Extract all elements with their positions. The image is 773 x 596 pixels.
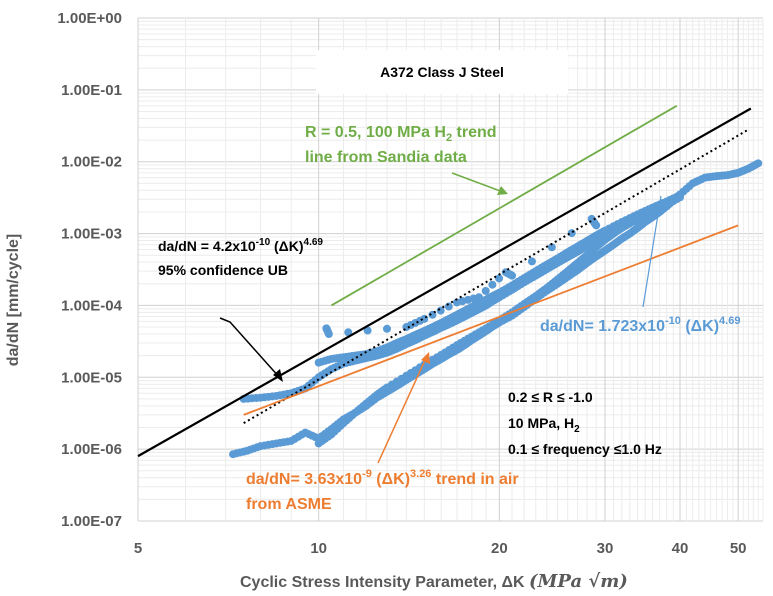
x-tick-label: 5 [134,540,142,557]
data-point [382,324,391,333]
asme-equation-label: da/dN= 3.63x10-9 (ΔK)3.26 trend in air [246,468,519,488]
asme-arrow [377,357,427,464]
ub-arrowhead [273,369,283,382]
x-tick-label: 30 [597,540,614,557]
x-tick-labels: 5 10 20 30 40 50 [134,540,747,557]
data-point [592,221,601,230]
trend-line [330,105,678,307]
y-tick-label: 1.00E+00 [57,10,122,27]
x-tick-label: 50 [730,540,747,557]
data-point [344,328,353,337]
data-points [229,159,763,459]
data-point [363,326,372,335]
data-point [324,330,333,339]
asme-trend-label-2: from ASME [246,496,332,513]
data-point [444,302,453,311]
y-tick-label: 1.00E-05 [61,369,122,386]
data-point [754,159,763,168]
y-axis-label: da/dN [mm/cycle] [5,234,22,366]
sandia-trend-label-2: line from Sandia data [305,149,467,166]
title-box [316,50,568,94]
x-axis-label: Cyclic Stress Intensity Parameter, ΔK (M… [240,571,628,592]
x-tick-label: 10 [310,540,327,557]
data-point [675,191,684,200]
data-point [475,293,484,302]
y-tick-label: 1.00E-04 [61,297,123,314]
y-tick-label: 1.00E-06 [61,441,122,458]
sandia-arrow [451,172,504,193]
y-tick-label: 1.00E-03 [61,226,122,243]
y-tick-label: 1.00E-01 [61,82,122,99]
ub-equation-label: da/dN = 4.2x10-10 (ΔK)4.69 [158,237,323,254]
ub-confidence-label: 95% confidence UB [158,262,288,278]
chart-title: A372 Class J Steel [380,64,504,80]
trend-line [243,224,739,416]
conditions-pressure: 10 MPa, H2 [508,415,580,435]
trend-line [137,107,752,458]
data-point [495,274,504,283]
data-point [508,271,517,280]
data-point [481,286,490,295]
y-tick-labels: 1.00E+00 1.00E-01 1.00E-02 1.00E-03 1.00E-04… [57,10,122,530]
conditions-frequency: 0.1 ≤ frequency ≤1.0 Hz [508,441,662,457]
trend-lines [137,105,752,458]
fit-equation-label: da/dN= 1.723x10-10 (ΔK)4.69 [540,315,740,335]
ub-arrow [219,317,281,379]
data-point [527,257,536,266]
sandia-arrowhead [497,186,508,195]
x-tick-label: 40 [672,540,689,557]
x-tick-label: 20 [491,540,508,557]
fit-arrow [642,195,662,308]
asme-arrowhead [421,352,430,364]
trend-line [243,128,749,425]
y-tick-label: 1.00E-07 [61,513,122,530]
data-point [547,243,556,252]
data-point [488,280,497,289]
sandia-trend-label: R = 0.5, 100 MPa H2 trend [305,124,497,144]
y-tick-label: 1.00E-02 [61,154,122,171]
data-point [662,202,671,211]
conditions-r: 0.2 ≤ R ≤ -1.0 [508,389,593,405]
